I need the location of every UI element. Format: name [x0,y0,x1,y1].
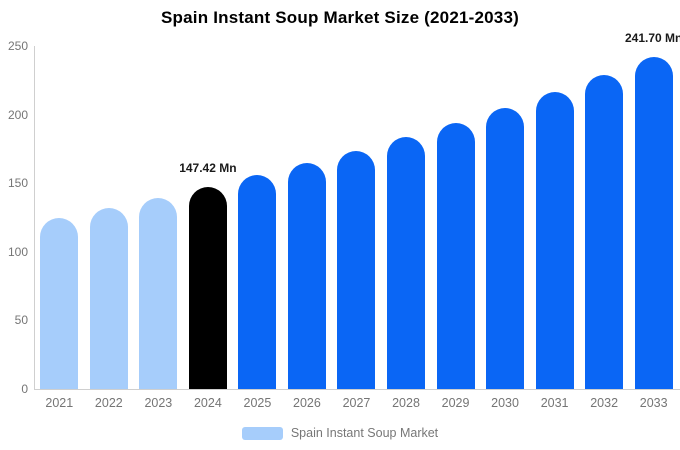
bar-2023 [139,197,178,389]
y-tick-label-100: 100 [7,244,28,259]
x-axis-line [34,389,680,390]
bar-2024 [188,186,227,389]
bar-2030 [486,107,525,389]
bar-2025 [238,175,277,389]
x-tick-label-2027: 2027 [342,396,371,410]
bar-2028 [387,136,425,389]
legend: Spain Instant Soup Market [0,425,680,441]
bar-2029 [436,122,475,389]
x-tick-label-2021: 2021 [45,396,74,410]
x-tick-label-2025: 2025 [243,396,272,410]
x-tick-label-2022: 2022 [94,396,123,410]
y-axis-line [34,46,35,389]
bar-2033 [634,57,673,389]
legend-label: Spain Instant Soup Market [290,426,439,440]
bar-2022 [89,207,128,389]
chart-title: Spain Instant Soup Market Size (2021-203… [161,8,519,27]
bar-2026 [287,163,326,389]
x-tick-label-2023: 2023 [144,396,173,410]
bar-2021 [40,217,79,389]
y-tick-label-0: 0 [21,382,28,396]
y-tick-label-200: 200 [7,107,28,122]
x-tick-label-2026: 2026 [293,396,321,410]
y-tick-label-250: 250 [7,39,28,53]
x-tick-label-2033: 2033 [639,396,668,410]
x-tick-label-2028: 2028 [392,396,420,410]
x-tick-label-2031: 2031 [540,396,569,410]
x-tick-label-2024: 2024 [193,396,222,410]
x-tick-label-2030: 2030 [491,396,519,410]
bar-2032 [585,75,624,389]
y-tick-label-150: 150 [7,176,28,191]
x-tick-label-2032: 2032 [590,396,619,410]
bar-2027 [337,150,376,389]
value-label-2033: 241.70 Mn [624,31,680,46]
bar-2031 [535,91,574,389]
value-label-2024: 147.42 Mn [179,160,237,175]
legend-swatch [241,426,283,440]
x-tick-label-2029: 2029 [441,396,470,410]
y-tick-label-50: 50 [14,313,28,328]
